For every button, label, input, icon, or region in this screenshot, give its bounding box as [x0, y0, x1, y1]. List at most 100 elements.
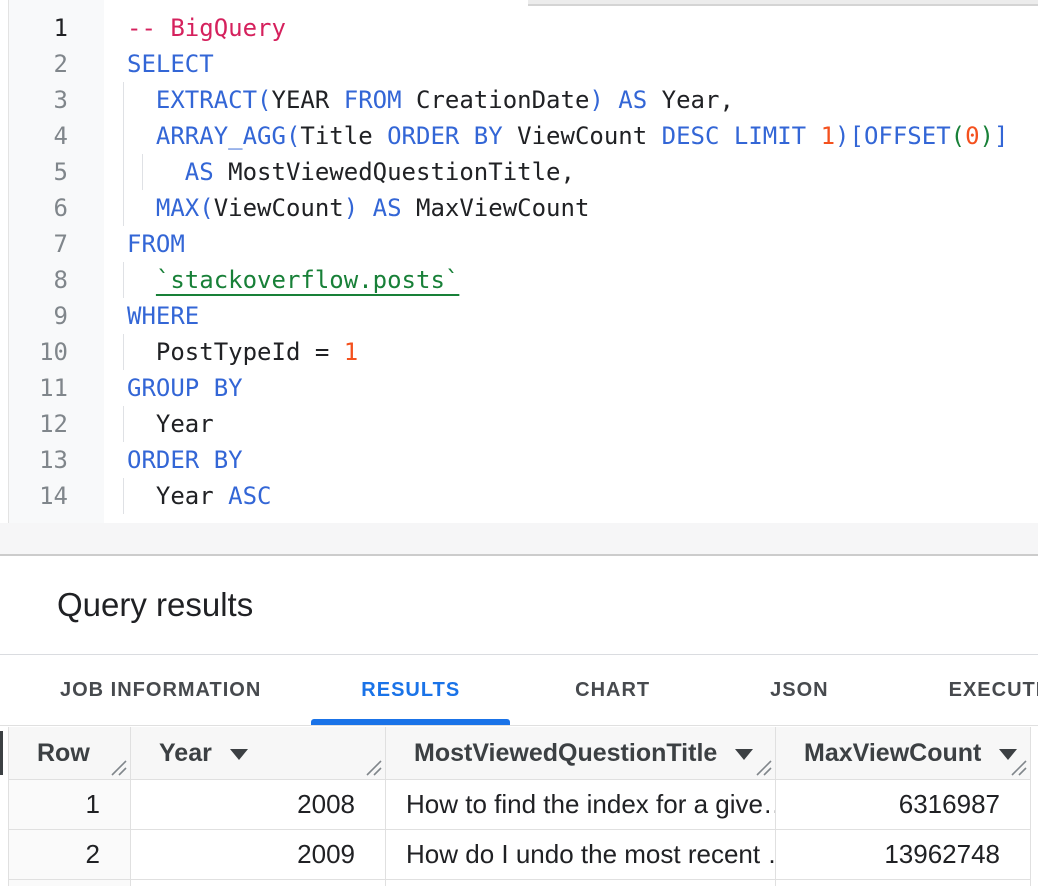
tab-label: JSON — [770, 679, 829, 701]
column-label: MostViewedQuestionTitle — [414, 738, 718, 767]
indent-guide-icon — [123, 82, 124, 118]
code-token: `stackoverflow.posts` — [155, 266, 460, 294]
indent-guide-icon — [123, 262, 124, 298]
code-line[interactable]: `stackoverflow.posts` — [123, 262, 1038, 298]
code-line[interactable]: MAX(ViewCount) AS MaxViewCount — [123, 190, 1038, 226]
results-table: Row Year MostViewedQuestionTitle MaxViewCou… — [8, 727, 1031, 886]
cell: 13962748 — [776, 830, 1031, 879]
line-number: 11 — [39, 374, 68, 402]
query-results-header: Query results — [0, 556, 1038, 655]
cell: How do I undo the most recent … — [386, 830, 776, 879]
sort-dropdown-icon[interactable] — [735, 748, 754, 760]
results-vertical-scrollbar-thumb[interactable] — [0, 731, 3, 775]
code-token: FROM — [343, 86, 416, 114]
code-line[interactable]: SELECT — [127, 46, 1038, 82]
code-token: 1 — [343, 338, 359, 366]
column-resize-grip[interactable] — [108, 757, 128, 777]
line-number: 3 — [53, 86, 68, 114]
cell — [776, 880, 1031, 886]
code-token: ) AS — [589, 86, 662, 114]
code-line[interactable]: GROUP BY — [127, 370, 1038, 406]
code-token: ( — [950, 122, 966, 150]
code-line[interactable]: Year — [123, 406, 1038, 442]
code-line[interactable]: ARRAY_AGG(Title ORDER BY ViewCount DESC … — [123, 118, 1038, 154]
line-number: 9 — [53, 302, 68, 330]
indent-guide-icon — [123, 190, 124, 226]
indent-guide-icon — [142, 154, 143, 190]
cell: How to find the index for a give… — [386, 780, 776, 829]
tab-results[interactable]: RESULTS — [311, 656, 511, 725]
tab-label: CHART — [575, 679, 651, 701]
table-row: 2 2009 How do I undo the most recent … 1396… — [9, 830, 1031, 880]
indent-guide-icon — [123, 118, 124, 154]
code-line[interactable]: Year ASC — [123, 478, 1038, 514]
code-token: GROUP BY — [127, 374, 243, 402]
line-number: 12 — [39, 410, 68, 438]
column-resize-grip[interactable] — [753, 757, 773, 777]
code-area[interactable]: -- BigQuery SELECT EXTRACT(YEAR FROM Crea… — [104, 0, 1038, 523]
tab-label: JOB INFORMATION — [60, 679, 262, 701]
column-label: Row — [37, 738, 90, 767]
cell: 2008 — [131, 780, 386, 829]
code-line[interactable]: FROM — [127, 226, 1038, 262]
code-token: SELECT — [127, 50, 214, 78]
cell — [386, 880, 776, 886]
cell — [131, 880, 386, 886]
cell: 6316987 — [776, 780, 1031, 829]
line-number: 14 — [39, 482, 68, 510]
column-header-row[interactable]: Row — [9, 727, 131, 779]
indent-guide-icon — [123, 478, 124, 514]
tab-label: RESULTS — [361, 679, 461, 701]
code-token: ARRAY_AGG( — [127, 122, 301, 150]
code-line[interactable]: AS MostViewedQuestionTitle, — [123, 154, 1038, 190]
tab-json[interactable]: JSON — [720, 656, 878, 725]
editor-horizontal-scrollbar[interactable] — [0, 523, 1038, 554]
panel-divider — [0, 554, 1038, 556]
code-token: FROM — [127, 230, 185, 258]
column-resize-grip[interactable] — [1008, 757, 1028, 777]
code-line[interactable]: PostTypeId = 1 — [123, 334, 1038, 370]
column-label: MaxViewCount — [804, 738, 982, 767]
tab-execution-details[interactable]: EXECUTION DETAILS — [899, 656, 1038, 725]
code-token: WHERE — [127, 302, 200, 330]
column-header-maxviewcount[interactable]: MaxViewCount — [776, 727, 1031, 779]
code-token: )[OFFSET — [835, 122, 951, 150]
line-number: 6 — [53, 194, 68, 222]
code-token: Title — [300, 122, 388, 150]
line-number: 8 — [53, 266, 68, 294]
line-number: 7 — [53, 230, 68, 258]
tab-job-information[interactable]: JOB INFORMATION — [10, 656, 311, 725]
sql-editor[interactable]: 1 2 3 4 5 6 7 8 9 10 11 12 13 14 -- BigQuery SELECT EX… — [0, 0, 1038, 523]
code-token: YEAR — [271, 86, 344, 114]
line-number: 13 — [39, 446, 68, 474]
code-token: ViewCount — [213, 194, 344, 222]
code-token: ORDER BY — [127, 446, 243, 474]
code-line[interactable]: WHERE — [127, 298, 1038, 334]
indent-guide-icon — [123, 406, 124, 442]
code-token: 0 — [965, 122, 980, 150]
code-token: Year — [127, 482, 229, 510]
tab-chart[interactable]: CHART — [525, 656, 700, 725]
column-header-mostviewedquestiontitle[interactable]: MostViewedQuestionTitle — [386, 727, 776, 779]
code-line[interactable]: -- BigQuery — [127, 10, 1038, 46]
code-token: AS — [127, 158, 229, 186]
code-line[interactable]: ORDER BY — [127, 442, 1038, 478]
code-token: ASC — [228, 482, 272, 510]
code-token: Year — [127, 410, 214, 438]
sort-dropdown-icon[interactable] — [999, 748, 1018, 760]
column-label: Year — [159, 738, 212, 767]
table-row: 1 2008 How to find the index for a give… 63… — [9, 780, 1031, 830]
code-token: 1 — [820, 122, 836, 150]
indent-guide-icon — [123, 334, 124, 370]
code-line[interactable]: EXTRACT(YEAR FROM CreationDate) AS Year, — [123, 82, 1038, 118]
code-token: Year, — [661, 86, 734, 114]
tab-label: EXECUTION DETAILS — [948, 679, 1038, 701]
sort-dropdown-icon[interactable] — [229, 748, 248, 760]
code-token: MAX( — [127, 194, 214, 222]
line-number: 10 — [39, 338, 68, 366]
column-resize-grip[interactable] — [363, 757, 383, 777]
partial-row — [9, 880, 1031, 886]
column-header-year[interactable]: Year — [131, 727, 386, 779]
line-number: 2 — [53, 50, 68, 78]
code-token: ) AS — [343, 194, 416, 222]
